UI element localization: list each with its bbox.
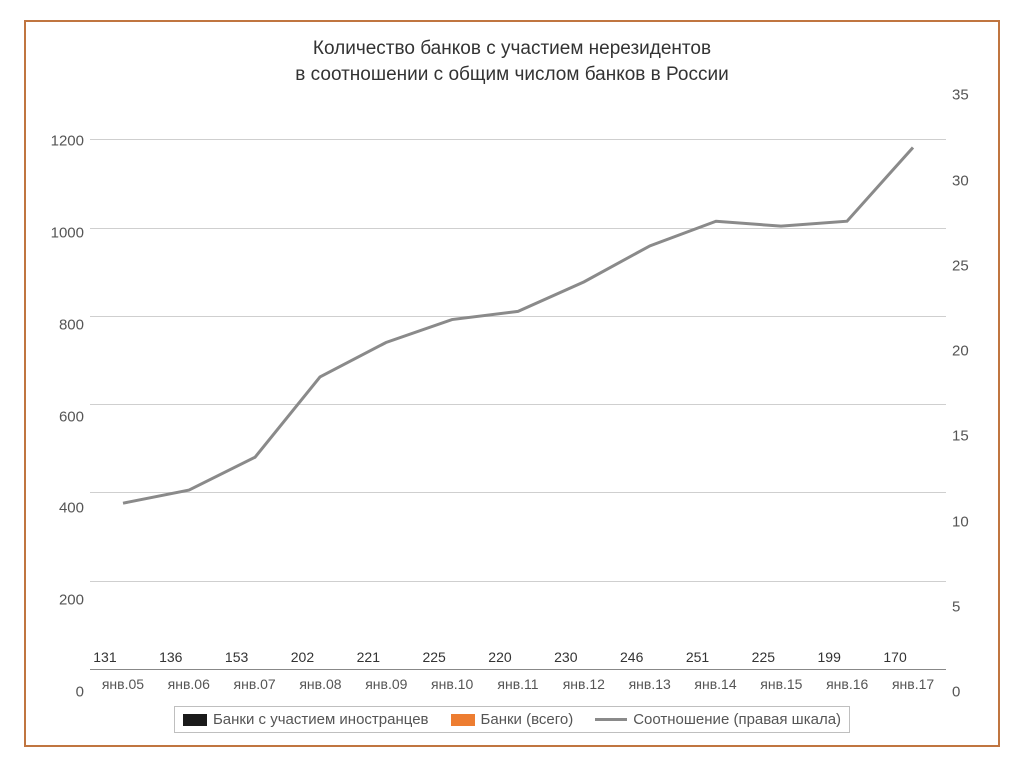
bars-container: 131 136 153 202 221 225 220 230 246 251 225 199 170 [90, 95, 946, 669]
bar-value-label: 225 [752, 649, 775, 665]
x-tick-label: янв.06 [163, 676, 215, 692]
bar-value-label: 246 [620, 649, 643, 665]
legend-ratio: Соотношение (правая шкала) [595, 711, 841, 728]
bar-value-label: 153 [225, 649, 248, 665]
bar-value-label: 136 [159, 649, 182, 665]
y-right-tick: 25 [952, 257, 969, 274]
legend-total: Банки (всего) [451, 711, 574, 728]
y-right-tick: 15 [952, 428, 969, 445]
y-right-tick: 5 [952, 598, 960, 615]
x-axis: янв.05 янв.06 янв.07 янв.08 янв.09 янв.10 янв.… [90, 670, 946, 692]
y-left-tick: 1200 [51, 133, 84, 150]
legend-label-foreign: Банки с участием иностранцев [213, 711, 429, 728]
legend-swatch-foreign [183, 714, 207, 726]
legend-line-ratio [595, 718, 627, 721]
bar-value-label: 170 [883, 649, 906, 665]
x-tick-label: янв.05 [97, 676, 149, 692]
x-tick-label: янв.07 [229, 676, 281, 692]
y-axis-right: 05101520253035 [946, 95, 980, 692]
y-left-tick: 800 [59, 316, 84, 333]
x-tick-label: янв.13 [624, 676, 676, 692]
y-axis-left: 020040060080010001200 [44, 95, 90, 692]
legend-label-ratio: Соотношение (правая шкала) [633, 711, 841, 728]
title-line-1: Количество банков с участием нерезиденто… [44, 36, 980, 62]
y-right-tick: 35 [952, 87, 969, 104]
title-line-2: в соотношении с общим числом банков в Ро… [44, 62, 980, 88]
y-right-tick: 10 [952, 513, 969, 530]
bar-value-label: 230 [554, 649, 577, 665]
x-tick-label: янв.12 [558, 676, 610, 692]
x-tick-label: янв.17 [887, 676, 939, 692]
chart-frame: Количество банков с участием нерезиденто… [24, 20, 1000, 747]
bar-value-label: 199 [818, 649, 841, 665]
bar-value-label: 202 [291, 649, 314, 665]
y-left-tick: 0 [76, 684, 84, 701]
x-tick-label: янв.16 [821, 676, 873, 692]
outer-frame: Количество банков с участием нерезиденто… [0, 0, 1024, 767]
x-tick-label: янв.08 [294, 676, 346, 692]
x-tick-label: янв.14 [690, 676, 742, 692]
bar-value-label: 220 [488, 649, 511, 665]
bar-value-label: 221 [357, 649, 380, 665]
legend-swatch-total [451, 714, 475, 726]
bar-value-label: 131 [93, 649, 116, 665]
y-left-tick: 1000 [51, 224, 84, 241]
y-left-tick: 600 [59, 408, 84, 425]
x-tick-label: янв.15 [755, 676, 807, 692]
legend-foreign: Банки с участием иностранцев [183, 711, 429, 728]
y-right-tick: 30 [952, 172, 969, 189]
plot-inner: 131 136 153 202 221 225 220 230 246 251 225 199 170 [90, 95, 946, 670]
x-tick-label: янв.09 [360, 676, 412, 692]
x-tick-label: янв.10 [426, 676, 478, 692]
y-left-tick: 400 [59, 500, 84, 517]
chart-title: Количество банков с участием нерезиденто… [44, 36, 980, 87]
plot-area: 020040060080010001200 131136153202221225… [44, 95, 980, 692]
legend-label-total: Банки (всего) [481, 711, 574, 728]
y-right-tick: 20 [952, 343, 969, 360]
legend: Банки с участием иностранцев Банки (всег… [174, 706, 850, 733]
bar-value-label: 251 [686, 649, 709, 665]
x-tick-label: янв.11 [492, 676, 544, 692]
y-left-tick: 200 [59, 592, 84, 609]
y-right-tick: 0 [952, 684, 960, 701]
bar-value-label: 225 [422, 649, 445, 665]
